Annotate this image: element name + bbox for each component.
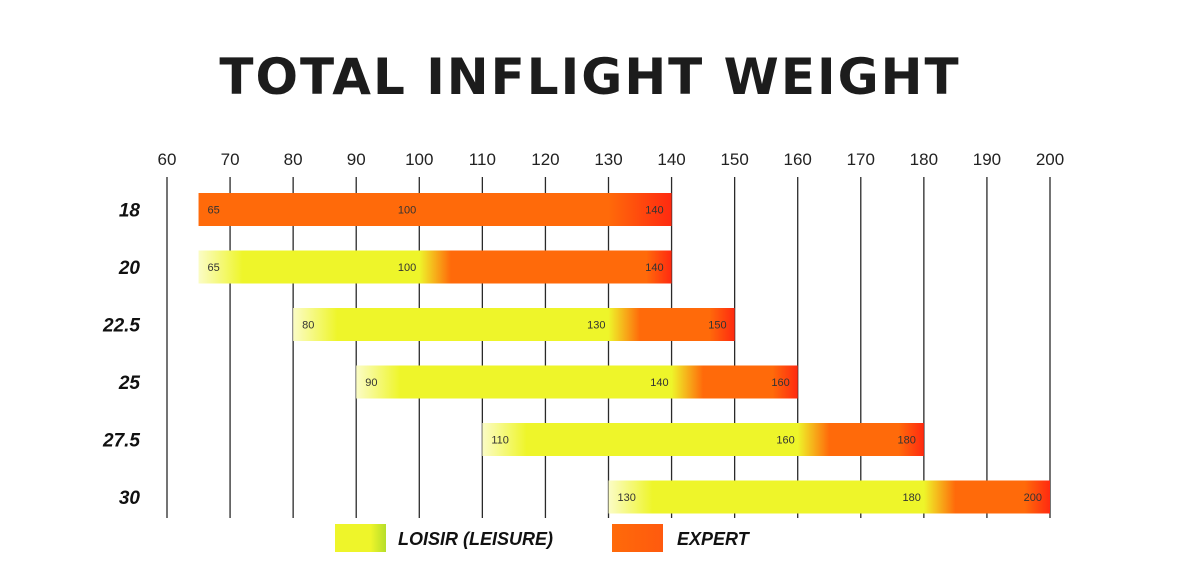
bar-value-label: 100 — [398, 262, 416, 274]
legend-label-expert: EXPERT — [677, 529, 751, 549]
x-tick-label: 170 — [847, 150, 875, 169]
x-tick-label: 160 — [784, 150, 812, 169]
bar-value-label: 110 — [491, 435, 509, 447]
legend-swatch-expert — [612, 524, 663, 552]
bar-27.5 — [482, 423, 924, 456]
category-label: 18 — [119, 201, 141, 222]
x-tick-label: 190 — [973, 150, 1001, 169]
category-label: 22.5 — [102, 316, 140, 337]
bar-value-label: 140 — [650, 377, 668, 389]
x-tick-label: 180 — [910, 150, 938, 169]
x-tick-label: 130 — [594, 150, 622, 169]
legend: LOISIR (LEISURE) EXPERT — [335, 524, 751, 552]
bar-value-label: 160 — [771, 377, 789, 389]
bar-value-label: 100 — [398, 205, 416, 217]
category-label: 27.5 — [102, 431, 140, 452]
x-tick-label: 200 — [1036, 150, 1064, 169]
x-tick-label: 110 — [469, 150, 496, 169]
category-label: 25 — [118, 373, 141, 394]
x-tick-label: 140 — [657, 150, 685, 169]
x-tick-label: 60 — [158, 150, 177, 169]
x-tick-label: 100 — [405, 150, 433, 169]
x-tick-label: 70 — [221, 150, 240, 169]
bar-value-label: 200 — [1024, 492, 1042, 504]
bar-value-label: 130 — [618, 492, 636, 504]
bar-value-label: 150 — [708, 320, 726, 332]
bar-30 — [608, 480, 1050, 514]
bar-18 — [198, 193, 672, 226]
category-labels: 18 20 22.5 25 27.5 30 — [102, 201, 140, 510]
legend-swatch-leisure — [335, 524, 386, 552]
bar-value-label: 140 — [645, 205, 663, 217]
bar-value-label: 180 — [897, 435, 915, 447]
category-label: 30 — [119, 488, 141, 509]
x-axis-ticks: 60 70 80 90 100 110 120 130 140 150 160 170 180 190 20… — [158, 150, 1065, 169]
bar-value-label: 130 — [587, 320, 605, 332]
bar-value-label: 90 — [365, 377, 377, 389]
bar-value-label: 160 — [776, 435, 794, 447]
bar-value-label: 180 — [902, 492, 920, 504]
bar-value-label: 80 — [302, 320, 314, 332]
bar-value-label: 140 — [645, 262, 663, 274]
bar-25 — [356, 365, 798, 399]
x-tick-label: 150 — [720, 150, 748, 169]
chart-title: TOTAL INFLIGHT WEIGHT — [219, 48, 960, 106]
bar-20 — [198, 250, 672, 284]
x-tick-label: 120 — [531, 150, 559, 169]
bar-value-label: 65 — [208, 262, 220, 274]
x-tick-label: 80 — [284, 150, 303, 169]
x-tick-label: 90 — [347, 150, 366, 169]
gridlines — [166, 177, 1051, 518]
legend-label-leisure: LOISIR (LEISURE) — [398, 529, 553, 549]
category-label: 20 — [118, 258, 141, 279]
bars: 65 100 140 65 100 140 80 130 150 90 140 160 110 160 18… — [198, 193, 1050, 514]
bar-22.5 — [293, 308, 735, 341]
bar-value-label: 65 — [208, 205, 220, 217]
